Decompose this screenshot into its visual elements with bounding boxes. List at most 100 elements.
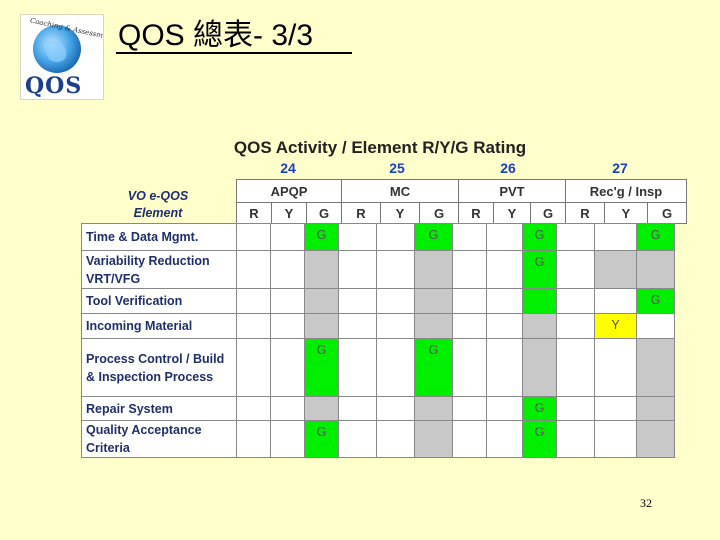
rating-cell: [452, 338, 487, 397]
logo-word: QOS: [25, 73, 82, 99]
table-row: Quality Acceptance Criteria G G: [81, 420, 675, 458]
rating-cell: [594, 288, 637, 314]
rating-cell: [270, 338, 305, 397]
table-row: Repair System G: [81, 396, 675, 421]
rating-label-recg-insp-g: G: [647, 202, 687, 224]
rating-label-mc-r: R: [341, 202, 381, 224]
rating-cell: [338, 313, 377, 339]
rating-cell: [338, 420, 377, 458]
rating-cell: [414, 313, 453, 339]
element-label: Tool Verification: [81, 288, 237, 314]
rating-cell: [236, 313, 271, 339]
rating-cell: [270, 223, 305, 251]
element-label: Incoming Material: [81, 313, 237, 339]
rating-cell: G: [522, 250, 557, 289]
rating-cell: [414, 420, 453, 458]
rating-cell: G: [414, 338, 453, 397]
rating-cell: G: [414, 223, 453, 251]
rating-cell: [338, 338, 377, 397]
rating-label-recg-insp-r: R: [565, 202, 605, 224]
rating-cell: G: [304, 338, 339, 397]
group-number-26: 26: [500, 160, 516, 176]
table-row: Time & Data Mgmt. G G G G: [81, 223, 675, 251]
rating-cell: [486, 250, 523, 289]
rating-label-apqp-r: R: [236, 202, 272, 224]
rating-cell: [486, 313, 523, 339]
rating-cell: [304, 250, 339, 289]
element-label: Variability Reduction VRT/VFG: [81, 250, 237, 289]
rating-cell: [270, 396, 305, 421]
rating-cell: G: [304, 223, 339, 251]
rating-cell: [236, 288, 271, 314]
rating-cell: [414, 250, 453, 289]
rating-cell: [452, 396, 487, 421]
rating-cell: [522, 338, 557, 397]
rating-cell: [452, 223, 487, 251]
rating-cell: [594, 420, 637, 458]
rating-label-recg-insp-y: Y: [604, 202, 648, 224]
rating-label-pvt-y: Y: [493, 202, 531, 224]
rating-cell: [452, 250, 487, 289]
element-label: Quality Acceptance Criteria: [81, 420, 237, 458]
rating-cell: [338, 250, 377, 289]
rating-cell: G: [522, 420, 557, 458]
rating-cell: [376, 338, 415, 397]
rating-cell: [376, 420, 415, 458]
rating-cell: [376, 313, 415, 339]
rating-cell: [376, 250, 415, 289]
rating-cell: [452, 420, 487, 458]
rating-cell: [414, 396, 453, 421]
rating-cell: [556, 338, 595, 397]
rating-cell: G: [636, 288, 675, 314]
rating-label-pvt-r: R: [458, 202, 494, 224]
rating-cell: [236, 396, 271, 421]
rating-label-mc-y: Y: [380, 202, 420, 224]
rating-label-apqp-y: Y: [271, 202, 307, 224]
rating-cell: [270, 313, 305, 339]
rating-cell: [486, 338, 523, 397]
chart-title: QOS Activity / Element R/Y/G Rating: [233, 138, 527, 157]
group-number-24: 24: [280, 160, 296, 176]
rating-cell: [236, 250, 271, 289]
rating-cell: [636, 420, 675, 458]
rating-cell: [594, 396, 637, 421]
title-underline: [116, 52, 352, 54]
rating-label-apqp-g: G: [306, 202, 342, 224]
rating-grid-table: Time & Data Mgmt. G G G G Variability Reducti…: [81, 223, 675, 458]
rating-cell: [522, 313, 557, 339]
rating-cell: [486, 223, 523, 251]
table-row: Variability Reduction VRT/VFG G: [81, 250, 675, 289]
rating-cell: [556, 420, 595, 458]
table-row: Process Control / Build & Inspection Pro…: [81, 338, 675, 397]
rating-cell: [236, 420, 271, 458]
rating-cell: [556, 396, 595, 421]
page-number: 32: [640, 496, 652, 510]
qos-logo-graphic: Coaching & Assessment QOS: [25, 16, 103, 99]
rating-label-mc-g: G: [419, 202, 459, 224]
rating-cell: [304, 313, 339, 339]
rating-cell: [236, 338, 271, 397]
rating-cell: [636, 250, 675, 289]
rating-cell: [270, 420, 305, 458]
group-name-apqp: APQP: [236, 179, 342, 203]
rating-cell: [304, 396, 339, 421]
element-label: Time & Data Mgmt.: [81, 223, 237, 251]
rating-cell: [338, 223, 377, 251]
rating-cell: [556, 313, 595, 339]
rating-cell: [594, 250, 637, 289]
rating-cell: [486, 396, 523, 421]
rating-cell: [376, 288, 415, 314]
qos-logo: Coaching & Assessment QOS: [20, 14, 104, 100]
row-label-header: VO e-QOS Element: [127, 189, 189, 220]
group-name-recg-insp: Rec'g / Insp: [565, 179, 687, 203]
rating-cell: [376, 223, 415, 251]
rating-cell: [556, 223, 595, 251]
rating-cell: [556, 288, 595, 314]
rating-cell: [452, 313, 487, 339]
rating-cell: [338, 396, 377, 421]
element-label: Repair System: [81, 396, 237, 421]
rating-label-pvt-g: G: [530, 202, 566, 224]
rating-cell: [270, 288, 305, 314]
rating-cell: [636, 313, 675, 339]
